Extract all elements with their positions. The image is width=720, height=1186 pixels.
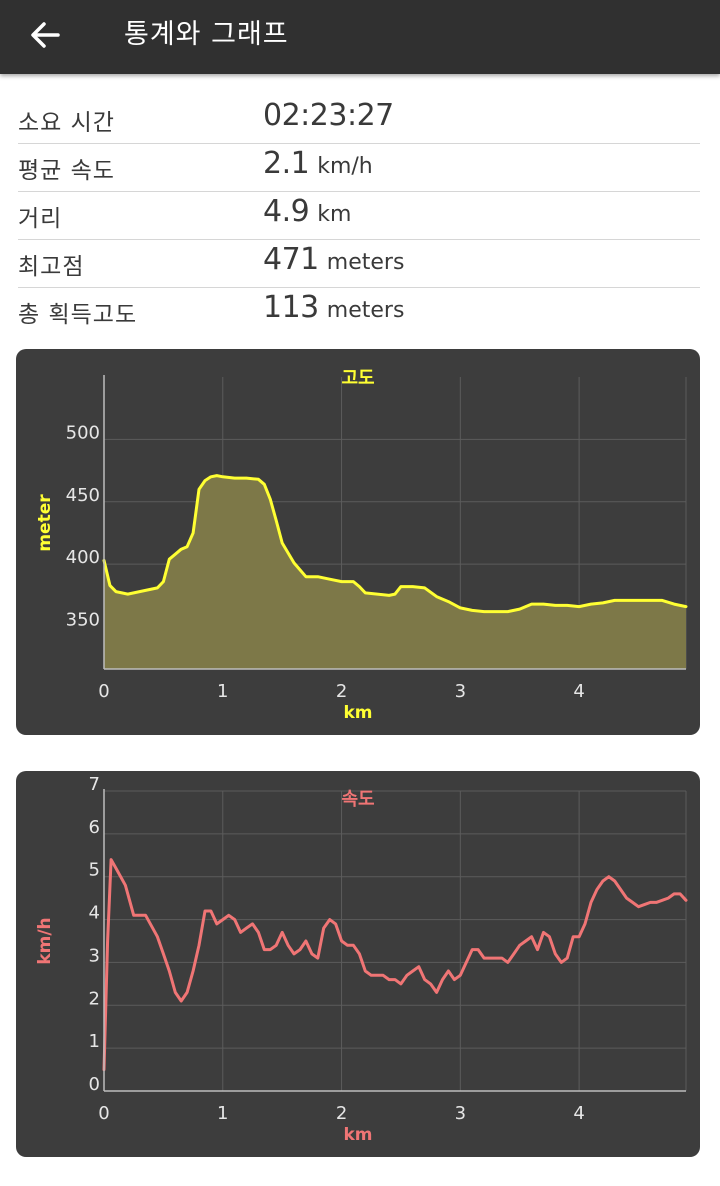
page-title: 통계와 그래프 [124,19,289,50]
stat-number: 471 [263,242,319,277]
x-axis-label: km [343,703,372,723]
stats-list: 소요 시간 02:23:27 평균 속도 2.1 km/h 거리 4.9 km 최고… [18,96,700,335]
stat-number: 4.9 [263,194,310,229]
y-tick-label: 0 [89,1074,100,1095]
speed-chart: 0 1 2 3 4 5 6 7 0 1 2 3 4 속도 km km/h [35,774,688,1145]
stat-value: 02:23:27 [263,98,394,133]
x-tick-label: 3 [455,1103,466,1124]
stat-row-max-elevation: 최고점 471 meters [18,240,700,288]
x-tick-label: 2 [336,681,347,702]
elevation-chart-card: 350 400 450 500 0 1 2 3 4 고도 km meter [16,349,700,735]
y-tick-label: 450 [66,485,100,506]
y-tick-label: 7 [89,774,100,795]
y-axis-label: km/h [35,917,55,964]
x-tick-label: 4 [573,681,584,702]
stat-number: 113 [263,290,319,325]
y-tick-label: 1 [89,1031,100,1052]
y-tick-label: 500 [66,422,100,443]
x-tick-label: 1 [217,681,228,702]
y-axis-label: meter [35,494,55,552]
chart-title: 고도 [341,368,374,389]
x-tick-label: 0 [98,681,109,702]
arrow-left-icon [31,22,60,48]
x-tick-label: 2 [336,1103,347,1124]
x-axis-label: km [343,1125,372,1145]
y-tick-label: 6 [89,817,100,838]
stat-row-avg-speed: 평균 속도 2.1 km/h [18,144,700,192]
stat-label: 평균 속도 [18,158,115,184]
back-button[interactable] [22,14,70,60]
stat-label: 소요 시간 [18,110,115,136]
stat-value: 471 meters [263,242,404,277]
stat-unit: meters [326,250,405,275]
stat-label: 총 획득고도 [18,302,138,328]
stat-row-distance: 거리 4.9 km [18,192,700,240]
y-tick-label: 350 [66,610,100,631]
speed-chart-card: 0 1 2 3 4 5 6 7 0 1 2 3 4 속도 km km/h [16,771,700,1157]
elevation-chart: 350 400 450 500 0 1 2 3 4 고도 km meter [35,368,688,723]
stat-label: 최고점 [18,254,85,280]
stat-unit: km/h [317,154,373,179]
x-tick-label: 3 [455,681,466,702]
chart-title: 속도 [341,789,374,810]
x-tick-label: 4 [573,1103,584,1124]
x-tick-label: 0 [98,1103,109,1124]
y-tick-label: 5 [89,860,100,881]
stat-value: 113 meters [263,290,404,325]
speed-line [102,858,688,1072]
stat-value: 4.9 km [263,194,351,229]
stat-row-duration: 소요 시간 02:23:27 [18,96,700,144]
y-tick-label: 4 [89,903,100,924]
app-bar: 통계와 그래프 [0,0,720,74]
y-tick-label: 400 [66,547,100,568]
y-tick-label: 2 [89,988,100,1009]
stat-value: 2.1 km/h [263,146,373,181]
y-tick-label: 3 [89,945,100,966]
stat-row-elevation-gain: 총 획득고도 113 meters [18,288,700,335]
elevation-area-fill [104,475,686,669]
stat-number: 02:23:27 [263,98,394,133]
elevation-line [102,474,688,614]
stat-unit: km [317,202,352,227]
stat-unit: meters [326,298,405,323]
stat-label: 거리 [18,206,63,232]
stat-number: 2.1 [263,146,310,181]
x-tick-label: 1 [217,1103,228,1124]
